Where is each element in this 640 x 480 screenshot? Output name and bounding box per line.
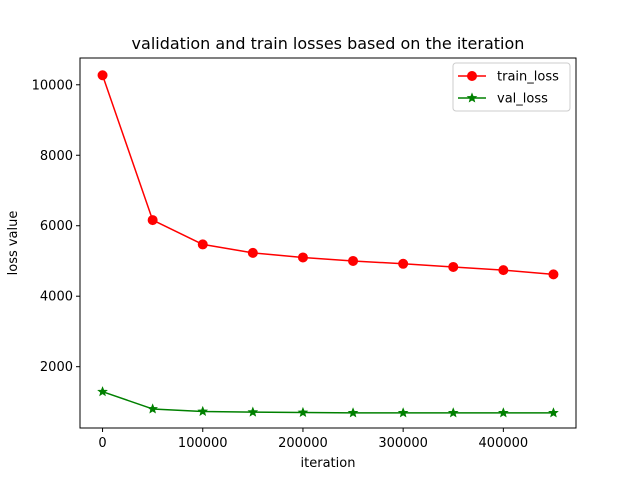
y-tick-label: 10000 bbox=[32, 78, 73, 93]
data-point-val_loss bbox=[197, 405, 209, 416]
data-point-val_loss bbox=[347, 407, 359, 418]
series-val_loss bbox=[97, 386, 559, 418]
y-tick-label: 2000 bbox=[40, 360, 73, 375]
series-train_loss bbox=[97, 70, 559, 280]
chart-title: validation and train losses based on the… bbox=[132, 34, 525, 53]
data-point-val_loss bbox=[498, 407, 509, 418]
x-axis-label: iteration bbox=[301, 456, 356, 471]
data-point-train_loss bbox=[548, 269, 559, 280]
data-point-train_loss bbox=[398, 258, 409, 269]
legend-marker-train_loss bbox=[467, 71, 477, 81]
x-axis: 0 100000 200000 300000 400000 bbox=[98, 428, 528, 451]
y-tick-label: 6000 bbox=[40, 219, 73, 234]
data-point-train_loss bbox=[448, 261, 459, 272]
x-tick-label: 100000 bbox=[178, 436, 228, 451]
legend: train_loss val_loss bbox=[452, 62, 571, 112]
y-tick-label: 8000 bbox=[40, 149, 73, 164]
x-tick-label: 0 bbox=[98, 436, 106, 451]
y-axis-label: loss value bbox=[6, 211, 21, 276]
data-point-train_loss bbox=[348, 255, 359, 266]
data-point-train_loss bbox=[97, 70, 108, 81]
legend-label-val_loss: val_loss bbox=[497, 92, 548, 107]
y-tick-label: 4000 bbox=[40, 290, 73, 305]
x-tick-label: 200000 bbox=[278, 436, 328, 451]
data-point-train_loss bbox=[197, 239, 208, 250]
data-point-train_loss bbox=[147, 215, 158, 226]
data-point-val_loss bbox=[247, 406, 259, 417]
x-tick-label: 400000 bbox=[479, 436, 529, 451]
x-tick-label: 300000 bbox=[378, 436, 428, 451]
series-layer bbox=[97, 70, 559, 418]
data-point-train_loss bbox=[247, 247, 258, 258]
data-point-val_loss bbox=[548, 407, 559, 418]
series-line-val_loss bbox=[102, 390, 554, 414]
data-point-val_loss bbox=[447, 407, 459, 418]
data-point-val_loss bbox=[97, 386, 108, 397]
data-point-val_loss bbox=[397, 407, 409, 418]
data-point-val_loss bbox=[297, 406, 309, 418]
legend-label-train_loss: train_loss bbox=[497, 70, 559, 85]
legend-marker-val_loss bbox=[466, 92, 478, 103]
data-point-train_loss bbox=[297, 252, 308, 263]
plot-frame bbox=[79, 57, 577, 429]
data-point-val_loss bbox=[147, 403, 158, 414]
legend-items: train_loss val_loss bbox=[458, 70, 559, 107]
series-line-train_loss bbox=[101, 75, 554, 276]
y-axis: 2000 4000 6000 8000 10000 bbox=[32, 78, 80, 375]
legend-box bbox=[452, 62, 571, 112]
data-point-train_loss bbox=[498, 265, 509, 276]
